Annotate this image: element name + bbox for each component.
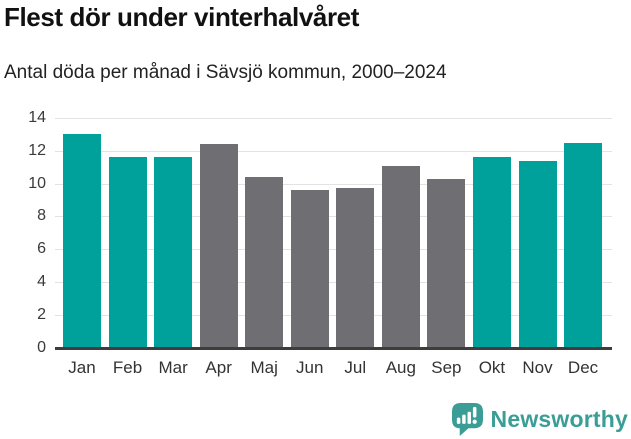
x-tick-apr: Apr — [205, 358, 232, 377]
brand-name: Newsworthy — [490, 406, 628, 432]
x-tick-maj: Maj — [250, 358, 278, 377]
x-axis-line — [55, 346, 612, 350]
gridline-4 — [55, 281, 612, 283]
gridline-2 — [55, 314, 612, 316]
bar-apr — [199, 144, 238, 348]
bar-mar — [154, 157, 193, 348]
chart-title: Flest dör under vinterhalvåret — [4, 2, 359, 32]
bar-okt — [472, 157, 511, 348]
bar-aug — [381, 165, 420, 348]
x-tick-okt: Okt — [478, 358, 506, 377]
y-tick-8: 8 — [37, 207, 46, 225]
bar-jun — [290, 190, 329, 348]
x-tick-nov: Nov — [522, 358, 553, 377]
y-tick-12: 12 — [28, 141, 46, 159]
x-tick-sep: Sep — [431, 358, 462, 377]
bar-feb — [108, 157, 147, 348]
newsworthy-logo-icon — [451, 403, 483, 436]
y-tick-10: 10 — [28, 174, 46, 192]
gridline-8 — [55, 216, 612, 218]
y-tick-6: 6 — [37, 240, 46, 258]
bar-sep — [427, 178, 466, 348]
y-tick-2: 2 — [37, 305, 46, 323]
brand-footer: Newsworthy — [451, 403, 628, 436]
gridline-6 — [55, 249, 612, 251]
chart-subtitle: Antal döda per månad i Sävsjö kommun, 20… — [4, 62, 447, 83]
y-tick-14: 14 — [28, 109, 46, 126]
x-tick-dec: Dec — [567, 358, 599, 377]
bar-jan — [63, 134, 101, 348]
bar-jul — [336, 188, 375, 348]
y-tick-4: 4 — [37, 272, 46, 290]
bar-maj — [245, 177, 284, 348]
x-tick-jan: Jan — [68, 358, 96, 377]
x-tick-jul: Jul — [344, 358, 367, 377]
y-tick-0: 0 — [37, 338, 46, 356]
x-tick-jun: Jun — [296, 358, 324, 377]
gridline-10 — [55, 183, 612, 185]
bar-dec — [564, 142, 603, 348]
gridline-14 — [55, 118, 612, 119]
x-tick-aug: Aug — [385, 358, 416, 377]
gridline-12 — [55, 150, 612, 152]
bar-nov — [518, 160, 557, 348]
x-tick-feb: Feb — [112, 358, 143, 377]
x-tick-mar: Mar — [158, 358, 188, 377]
